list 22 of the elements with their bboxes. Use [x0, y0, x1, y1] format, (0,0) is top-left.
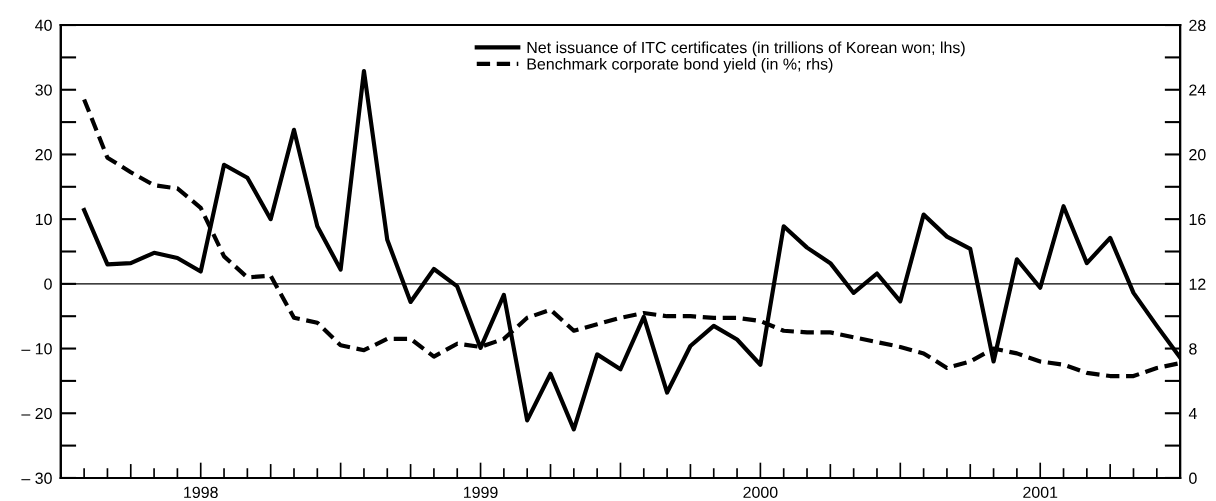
y2-tick-label: 20 [1189, 149, 1206, 161]
legend-label: Benchmark corporate bond yield (in %; rhs) [527, 57, 833, 73]
y-tick-label: – 30 [21, 472, 52, 484]
y2-tick-label: 24 [1189, 84, 1206, 96]
x-tick-label: 1999 [464, 486, 498, 499]
y2-tick-label: 4 [1188, 408, 1197, 420]
x-tick-label: 1998 [184, 486, 218, 499]
y-tick-label: – 10 [21, 343, 52, 355]
y-tick-label: 10 [35, 213, 52, 226]
x-tick-label: 2000 [743, 486, 778, 499]
y2-tick-label: 28 [1189, 19, 1206, 31]
y2-tick-label: 0 [1189, 472, 1197, 484]
y-tick-label: 0 [44, 278, 52, 290]
x-tick-label: 2001 [1023, 486, 1058, 499]
y2-tick-label: 16 [1189, 213, 1206, 226]
y-tick-label: 20 [35, 149, 52, 161]
y2-tick-label: 12 [1189, 278, 1206, 290]
legend-label: Net issuance of ITC certificates (in trillions of Korean won; lhs) [527, 41, 965, 57]
y-tick-label: 30 [35, 84, 52, 96]
y2-tick-label: 8 [1189, 343, 1197, 355]
y-tick-label: 40 [35, 19, 52, 31]
y-tick-label: – 20 [21, 407, 52, 420]
